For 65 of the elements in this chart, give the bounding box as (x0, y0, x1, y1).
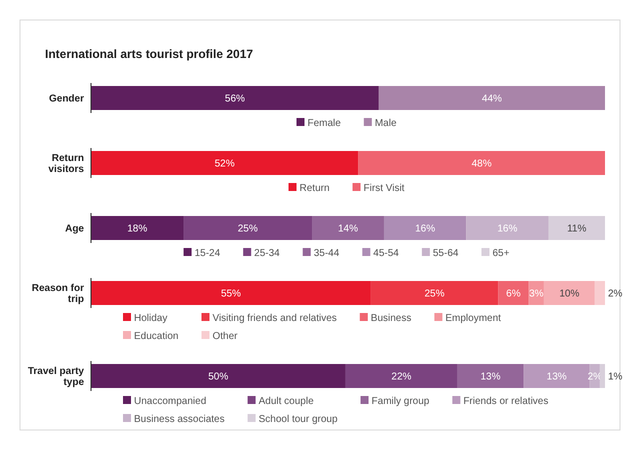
bar (370, 281, 498, 305)
data-label: 48% (472, 158, 492, 170)
y-tick-label: Reason for trip (32, 283, 84, 305)
bar (466, 216, 548, 240)
legend-label: Male (374, 118, 397, 129)
legend-label: Business (370, 313, 412, 324)
data-label: 22% (391, 372, 412, 382)
data-label: 25% (424, 288, 445, 300)
legend-label: Education (134, 331, 178, 342)
data-label: 14% (338, 224, 358, 234)
legend-label: 25-34 (254, 248, 280, 259)
bar (91, 216, 184, 240)
data-label: 1% (608, 372, 623, 382)
legend-label: 45-54 (373, 248, 400, 259)
data-label: 52% (214, 158, 235, 170)
bar (184, 216, 312, 240)
data-label: 16% (497, 224, 518, 234)
y-tick-label: Travel party type (28, 366, 84, 388)
data-label: 13% (546, 372, 567, 382)
legend-label: Other (212, 331, 238, 342)
data-label: 10% (559, 288, 580, 300)
legend-label: Family group (372, 396, 430, 407)
data-label: 6% (506, 288, 521, 300)
legend-label: Female (307, 118, 342, 129)
data-label: 13% (480, 372, 501, 382)
data-label: 11% (567, 224, 586, 234)
chart-title: International arts tourist profile 2017 (45, 47, 254, 61)
bar (384, 216, 466, 240)
bar (600, 364, 605, 388)
data-label: 44% (482, 94, 502, 104)
legend-label: Holiday (134, 313, 168, 324)
legend-label: Visiting friends and relatives (212, 313, 337, 324)
bar (345, 364, 458, 388)
legend-label: Adult couple (258, 396, 314, 407)
legend-label: 65+ (492, 248, 510, 259)
y-tick-label: Gender (48, 94, 84, 104)
legend-label: 35-44 (314, 248, 340, 259)
bar (594, 281, 605, 305)
legend-label: Business associates (134, 414, 225, 425)
data-label: 25% (238, 224, 258, 234)
legend-label: Return (300, 183, 330, 194)
bar (548, 216, 605, 240)
data-label: 56% (224, 94, 246, 104)
y-tick-label: Return visitors (48, 153, 84, 175)
legend-label: Unaccompanied (134, 396, 206, 407)
bar (312, 216, 384, 240)
legend-label: Friends or relatives (463, 396, 548, 407)
legend-label: Employment (445, 313, 502, 324)
data-label: 3% (529, 288, 544, 300)
bar (457, 364, 524, 388)
bar (91, 281, 371, 305)
data-label: 18% (127, 224, 148, 234)
bar (524, 364, 590, 388)
bar (498, 281, 529, 305)
bar (544, 281, 595, 305)
y-tick-label: Age (65, 224, 84, 234)
legend-label: First Visit (364, 183, 405, 194)
data-label: 55% (220, 288, 242, 300)
data-label: 2% (608, 288, 623, 300)
legend-label: 55-64 (432, 248, 459, 259)
data-label: 16% (415, 224, 436, 234)
legend-label: School tour group (258, 414, 338, 425)
data-label: 50% (208, 372, 228, 382)
bar (91, 364, 346, 388)
legend-label: 15-24 (194, 248, 221, 259)
